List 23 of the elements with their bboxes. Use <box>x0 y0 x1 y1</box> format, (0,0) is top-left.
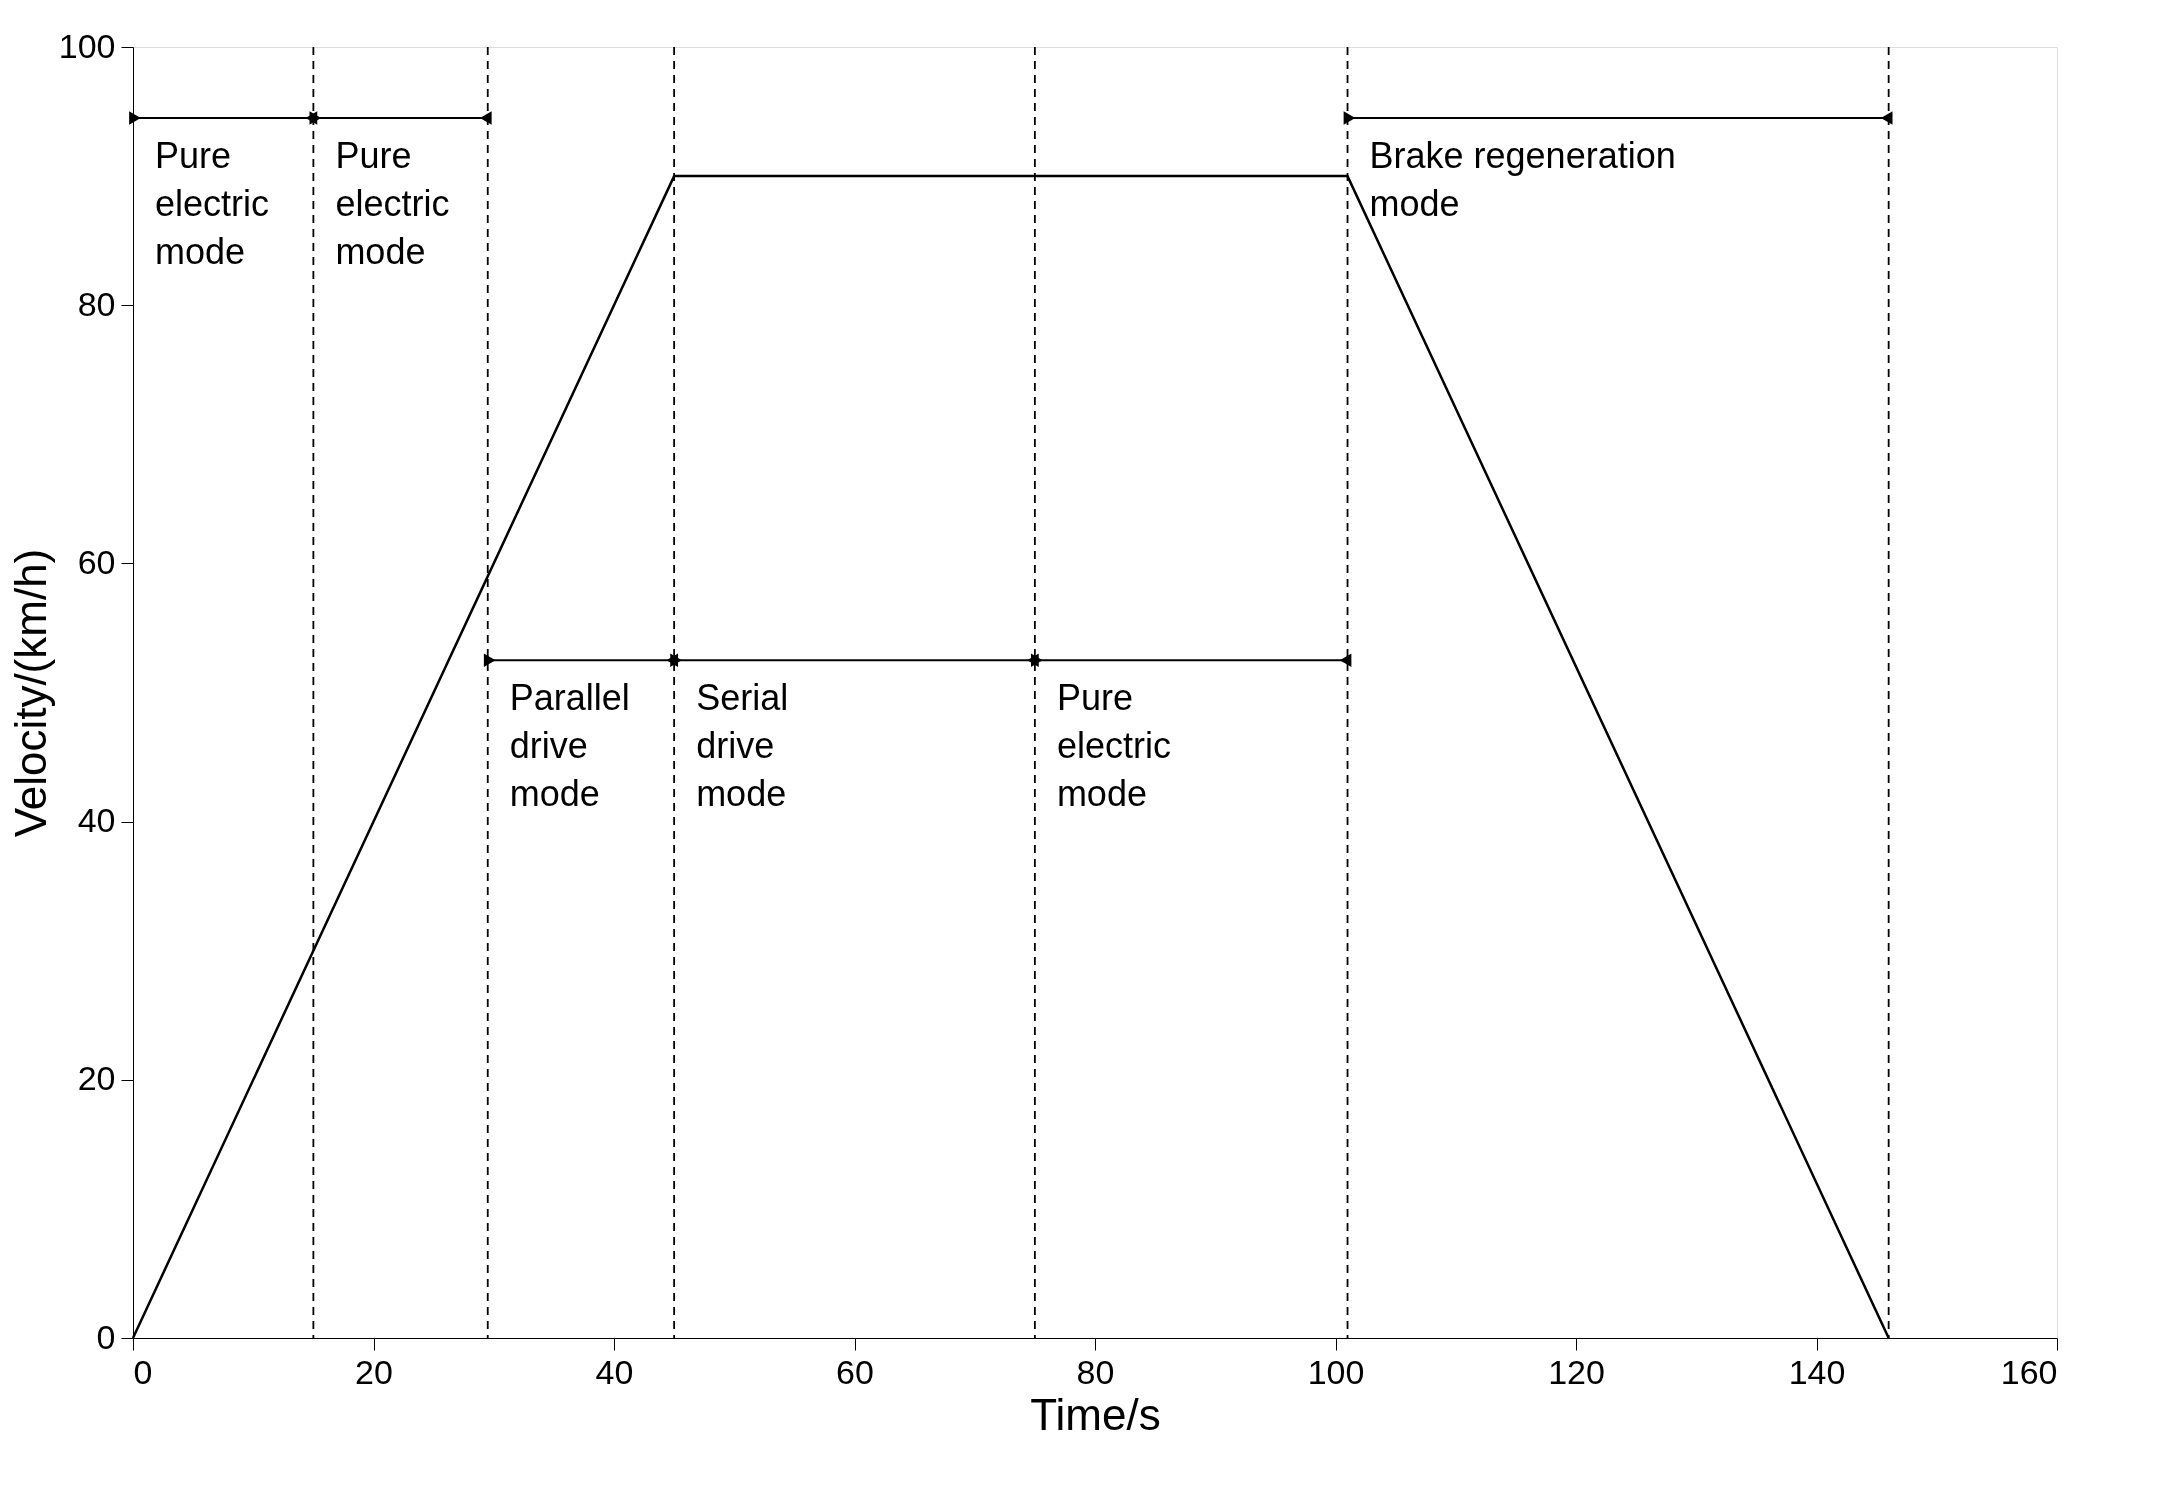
y-tick-label: 60 <box>77 542 116 581</box>
annotation: Serial drive mode <box>696 677 789 815</box>
x-axis-title: Time/s <box>1030 1389 1161 1439</box>
annotation: Pure electric mode <box>335 135 450 273</box>
annotation: Brake regeneration mode <box>1369 135 1676 225</box>
x-tick-label: 0 <box>133 1352 153 1391</box>
x-tick-label: 40 <box>595 1352 634 1391</box>
x-tick-label: 20 <box>355 1352 393 1391</box>
x-tick-label: 140 <box>1788 1352 1846 1391</box>
y-axis-title: Velocity/(km/h) <box>5 548 55 838</box>
x-tick-label: 60 <box>836 1352 874 1391</box>
annotation: Pure electric mode <box>1056 677 1171 815</box>
x-tick-label: 120 <box>1548 1352 1605 1391</box>
y-tick-label: 40 <box>77 801 116 840</box>
x-tick-label: 160 <box>2000 1352 2058 1391</box>
x-tick-label: 80 <box>1076 1352 1115 1391</box>
annotation: Parallel drive mode <box>509 677 630 815</box>
y-tick-label: 20 <box>77 1059 116 1098</box>
x-tick-label: 100 <box>1307 1352 1365 1391</box>
y-tick-label: 80 <box>77 284 116 323</box>
y-tick-label: 100 <box>58 26 116 65</box>
y-tick-label: 0 <box>96 1317 116 1356</box>
annotation: Pure electric mode <box>155 135 270 273</box>
